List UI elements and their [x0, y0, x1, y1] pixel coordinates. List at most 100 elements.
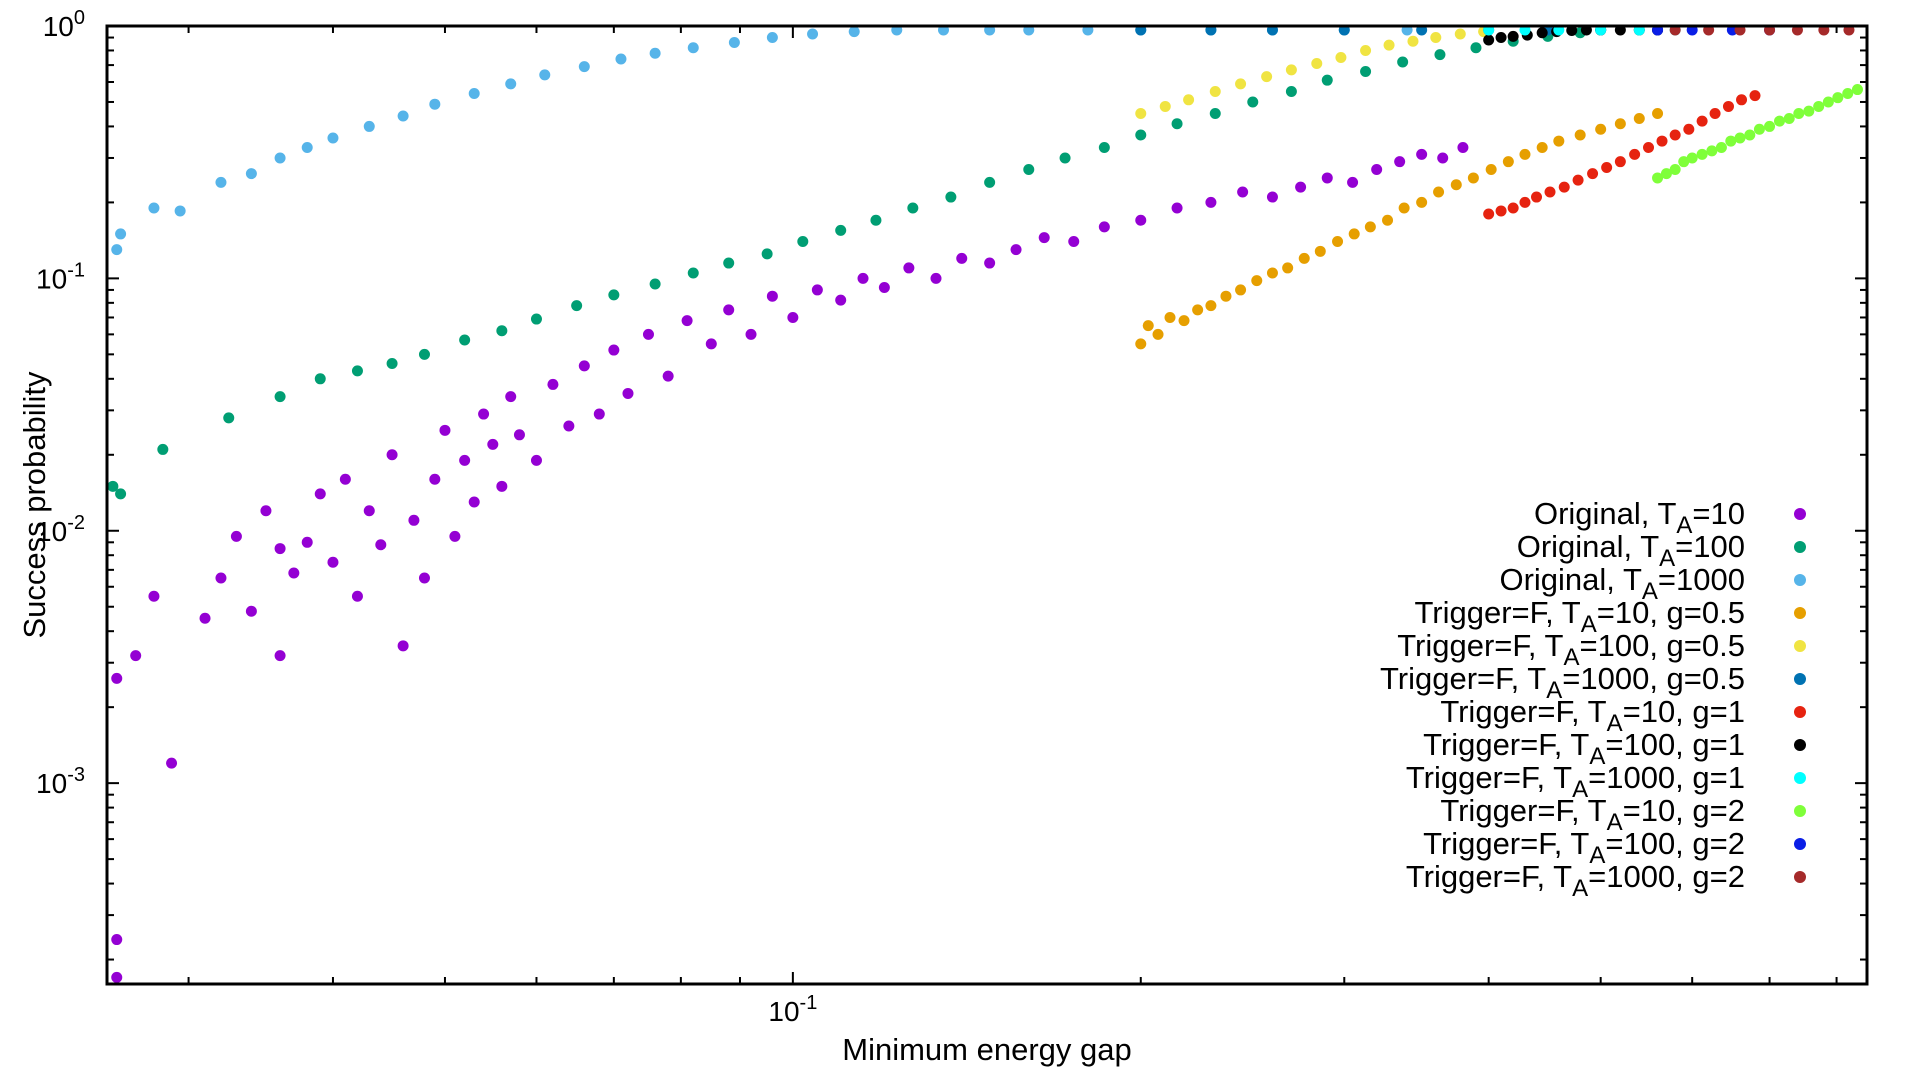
series-0-point [766, 290, 778, 302]
series-9-point [1744, 129, 1756, 141]
series-6-point [1507, 202, 1519, 214]
series-4-point [1261, 71, 1273, 83]
series-2-point [397, 110, 409, 122]
series-0-point [984, 257, 996, 269]
x-tick-label: 10-1 [768, 992, 817, 1027]
series-2-point [174, 205, 186, 217]
series-0-point [1347, 176, 1359, 188]
series-0-point [1098, 221, 1110, 233]
series-0-point [245, 605, 257, 617]
series-6-point [1519, 196, 1531, 208]
series-0-point [505, 391, 517, 403]
series-3-point [1266, 267, 1278, 279]
series-1-point [418, 348, 430, 360]
series-6-point [1587, 168, 1599, 180]
series-6-point [1749, 90, 1761, 102]
series-7-point [1495, 32, 1507, 44]
series-3-point [1152, 328, 1164, 340]
series-0-point [1457, 142, 1469, 154]
series-2-point [807, 28, 819, 40]
series-4-point [1383, 39, 1395, 51]
series-6-point [1558, 181, 1570, 193]
y-tick-label: 10-1 [36, 259, 85, 294]
series-3-point [1433, 186, 1445, 198]
series-0-point [301, 536, 313, 548]
series-0-point [230, 530, 242, 542]
series-1-point [797, 235, 809, 247]
series-0-point [111, 672, 123, 684]
series-0-point [487, 438, 499, 450]
series-6-point [1614, 156, 1626, 168]
series-0-point [1135, 214, 1147, 226]
tick-labels: 10-1 100 10-1 10-2 10-3 [36, 7, 817, 1027]
series-0-point [375, 539, 387, 551]
series-2-point [505, 78, 517, 90]
series-1-point [530, 313, 542, 325]
legend-marker [1794, 805, 1806, 817]
series-0-point [608, 344, 620, 356]
series-1-point [870, 214, 882, 226]
series-2-point [274, 152, 286, 164]
series-1-point [1171, 118, 1183, 130]
series-7-point [1536, 27, 1548, 39]
series-0-point [622, 387, 634, 399]
series-3-point [1332, 235, 1344, 247]
series-7-point [1507, 30, 1519, 42]
series-1-point [945, 191, 957, 203]
series-0-point [215, 572, 227, 584]
series-0-point [903, 262, 915, 274]
series-3-point [1251, 275, 1263, 287]
series-4-point [1235, 78, 1247, 90]
series-0-point [1237, 186, 1249, 198]
series-4-point [1209, 86, 1221, 98]
data-points [107, 24, 1863, 983]
series-1-point [1397, 56, 1409, 68]
series-3-point [1220, 290, 1232, 302]
series-4-point [1285, 64, 1297, 76]
series-6-point [1656, 135, 1668, 147]
series-3-point [1485, 164, 1497, 176]
series-1-point [459, 334, 471, 346]
series-0-point [468, 496, 480, 508]
series-9-point [1652, 172, 1664, 184]
series-0-point [397, 640, 409, 652]
legend-marker [1794, 871, 1806, 883]
series-0-point [1038, 232, 1050, 244]
legend-label: Trigger=F, TA=1000, g=2 [1406, 859, 1745, 902]
series-0-point [459, 454, 471, 466]
series-1-point [649, 278, 661, 290]
series-3-point [1502, 156, 1514, 168]
legend-marker [1794, 772, 1806, 784]
series-1-point [157, 443, 169, 455]
series-0-point [857, 272, 869, 284]
series-0-point [787, 311, 799, 323]
series-2-point [111, 244, 123, 256]
series-3-point [1314, 245, 1326, 257]
series-1-point [687, 267, 699, 279]
series-2-point [363, 120, 375, 132]
series-1-point [496, 325, 508, 337]
series-1-point [107, 480, 119, 492]
plot-frame [105, 24, 1869, 986]
series-1-point [1470, 42, 1482, 54]
series-0-point [1266, 191, 1278, 203]
series-9-point [1669, 164, 1681, 176]
series-1-point [1023, 164, 1035, 176]
series-3-point [1450, 179, 1462, 191]
series-9-point [1822, 96, 1834, 108]
series-4-point [1135, 108, 1147, 120]
series-0-point [408, 514, 420, 526]
series-0-point [547, 378, 559, 390]
legend-marker [1794, 640, 1806, 652]
series-2-point [115, 228, 127, 240]
series-9-point [1851, 84, 1863, 96]
series-6-point [1572, 174, 1584, 186]
series-0-point [111, 971, 123, 983]
series-0-point [339, 473, 351, 485]
series-1-point [723, 257, 735, 269]
series-0-point [314, 488, 326, 500]
series-0-point [439, 424, 451, 436]
legend-label: Original, TA=10 [1534, 496, 1745, 539]
series-0-point [681, 315, 693, 327]
